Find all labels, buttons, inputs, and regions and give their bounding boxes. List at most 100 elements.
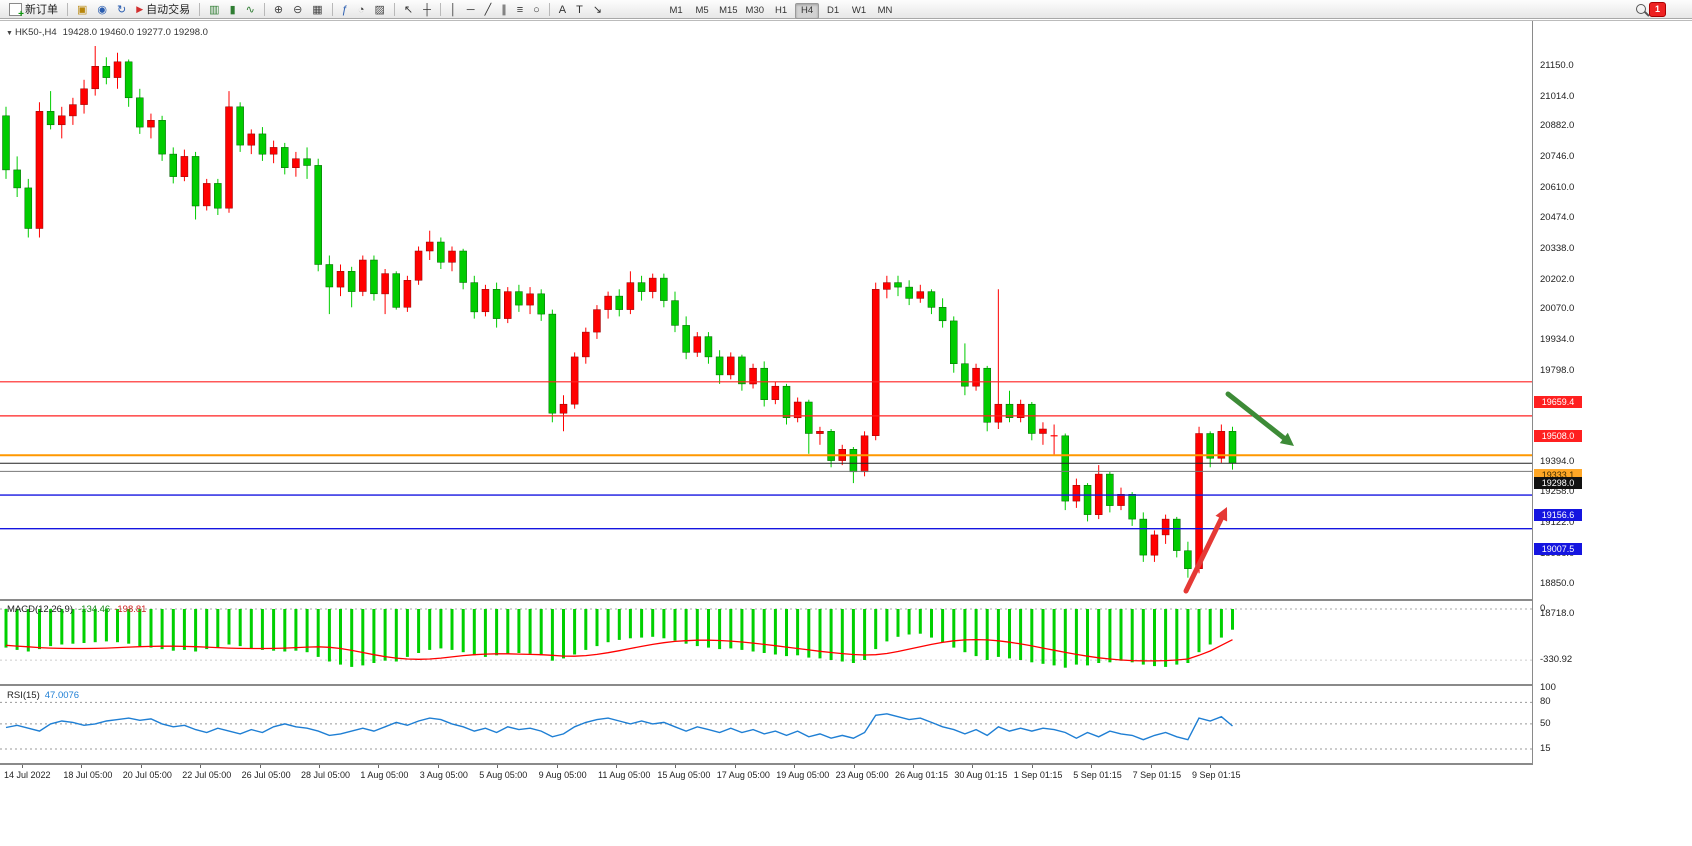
vertical-line-button[interactable]: │: [446, 1, 461, 19]
crosshair-button[interactable]: ┼: [419, 1, 435, 19]
timeframe-mn[interactable]: MN: [877, 4, 893, 16]
timeframe-m1[interactable]: M1: [669, 4, 683, 16]
time-axis-tick: [913, 765, 914, 768]
candle-down: [782, 383, 791, 425]
timeframe-m30[interactable]: M30: [745, 4, 765, 16]
price-badge-19508.0: 19508.0: [1534, 430, 1582, 442]
macd-histogram-bar: [785, 609, 788, 657]
time-axis-tick: [1031, 765, 1033, 768]
candle-down: [281, 142, 289, 175]
rsi-panel[interactable]: [0, 687, 1532, 763]
search-icon[interactable]: [1636, 4, 1650, 17]
bar-chart-button[interactable]: ▥: [205, 1, 223, 19]
new-order-button[interactable]: 新订单: [5, 0, 62, 20]
time-axis[interactable]: 14 Jul 2022 18 Jul 05:00 20 Jul 05:00 22 Ju…: [0, 765, 1692, 785]
macd-histogram-bar: [874, 609, 878, 650]
fibonacci-button[interactable]: ≡: [513, 1, 527, 19]
timeframe-w1[interactable]: W1: [851, 4, 867, 16]
macd-histogram-bar: [82, 609, 86, 643]
down-trend-arrow[interactable]: [1225, 391, 1294, 446]
candle-up: [972, 363, 980, 391]
time-axis-label: 5 Aug 05:00: [479, 770, 528, 780]
text-button[interactable]: A: [555, 1, 570, 19]
macd-histogram-bar: [796, 609, 800, 656]
candle-down: [961, 343, 969, 396]
macd-histogram-bar: [260, 609, 264, 650]
macd-histogram-bar: [194, 609, 198, 652]
time-axis-label: 26 Jul 05:00: [241, 770, 291, 780]
macd-histogram-bar: [985, 609, 989, 660]
zoom-in-button[interactable]: ⊕: [270, 1, 287, 19]
refresh-button[interactable]: ↻: [113, 1, 130, 19]
charts-profile-button[interactable]: ▣: [73, 1, 91, 19]
price-axis-label: 21014.0: [1540, 91, 1575, 102]
notification-badge[interactable]: 1: [1649, 2, 1666, 17]
timeframe-d1[interactable]: D1: [826, 4, 840, 16]
candle-up: [1072, 478, 1081, 508]
fibonacci-icon: ≡: [516, 3, 524, 16]
candle-down: [660, 273, 668, 308]
panel-separator[interactable]: [0, 684, 1692, 686]
timeframe-m15[interactable]: M15: [719, 4, 738, 16]
tile-windows-button[interactable]: ▦: [308, 1, 326, 19]
time-axis-tick: [22, 765, 23, 768]
candle-down: [258, 127, 267, 161]
arrows-tool-button[interactable]: ↘: [589, 1, 606, 19]
candle-up: [1117, 487, 1125, 511]
time-axis-tick: [556, 765, 558, 768]
ellipse-button[interactable]: ○: [529, 1, 544, 19]
candle-up: [860, 431, 869, 477]
rsi-line: [5, 713, 1233, 741]
time-axis-tick: [200, 765, 202, 768]
macd-histogram-bar: [350, 609, 354, 667]
toolbar-separator: [393, 2, 395, 16]
zoom-out-button[interactable]: ⊖: [289, 1, 306, 19]
candle-up: [1050, 424, 1058, 456]
candle-down: [682, 316, 690, 360]
candle-up: [336, 264, 345, 297]
line-chart-button[interactable]: ∿: [242, 1, 259, 19]
candle-down: [1005, 390, 1014, 423]
price-axis[interactable]: 21150.0 21014.0 20882.0 20746.0 20610.0 20474…: [1533, 21, 1692, 803]
macd-histogram-bar: [160, 609, 164, 650]
candle-down: [1083, 483, 1092, 522]
candle-down: [303, 147, 311, 179]
templates-button[interactable]: ▨: [370, 1, 388, 19]
auto-trading-button[interactable]: ▶ 自动交易: [132, 0, 194, 18]
panel-separator[interactable]: [0, 599, 1692, 601]
macd-histogram-bar: [584, 609, 588, 650]
text-label-button[interactable]: T: [572, 1, 587, 19]
time-axis-tick: [616, 765, 617, 768]
candle-up: [425, 230, 434, 260]
timeframe-m5[interactable]: M5: [695, 4, 709, 16]
trendline-button[interactable]: ╱: [481, 1, 496, 19]
candlestick-chart-button[interactable]: ▮: [226, 1, 240, 19]
macd-histogram-bar: [506, 609, 510, 654]
ohlc-values: 19428.0 19460.0 19277.0 19298.0: [62, 27, 208, 38]
up-bounce-arrow[interactable]: [1183, 507, 1228, 594]
macd-histogram-bar: [15, 609, 19, 650]
trendline-icon: ╱: [484, 3, 492, 16]
cursor-button[interactable]: ↖: [400, 1, 417, 19]
price-chart[interactable]: [0, 23, 1532, 599]
candle-up: [570, 352, 579, 409]
equidistant-channel-button[interactable]: ∥: [497, 1, 511, 19]
candle-up: [403, 275, 412, 312]
market-watch-button[interactable]: ◉: [93, 1, 111, 19]
indicators-button[interactable]: ƒ: [338, 1, 352, 19]
periods-button[interactable]: ◔: [354, 1, 369, 19]
candle-up: [481, 284, 490, 317]
rsi-label: RSI(15) 47.0076: [7, 690, 79, 701]
time-axis-tick: [1091, 765, 1093, 768]
candle-down: [191, 151, 200, 220]
horizontal-line-button[interactable]: ─: [463, 1, 479, 19]
timeframe-h4[interactable]: H4: [795, 2, 820, 19]
macd-histogram-bar: [829, 609, 833, 660]
macd-histogram-bar: [1219, 609, 1223, 638]
symbol-dropdown-icon[interactable]: ▼: [6, 30, 13, 37]
candle-up: [91, 46, 99, 96]
macd-panel[interactable]: [0, 601, 1532, 684]
timeframe-h1[interactable]: H1: [774, 4, 788, 16]
time-axis-label: 9 Sep 01:15: [1192, 770, 1241, 780]
macd-histogram-bar: [417, 609, 421, 653]
